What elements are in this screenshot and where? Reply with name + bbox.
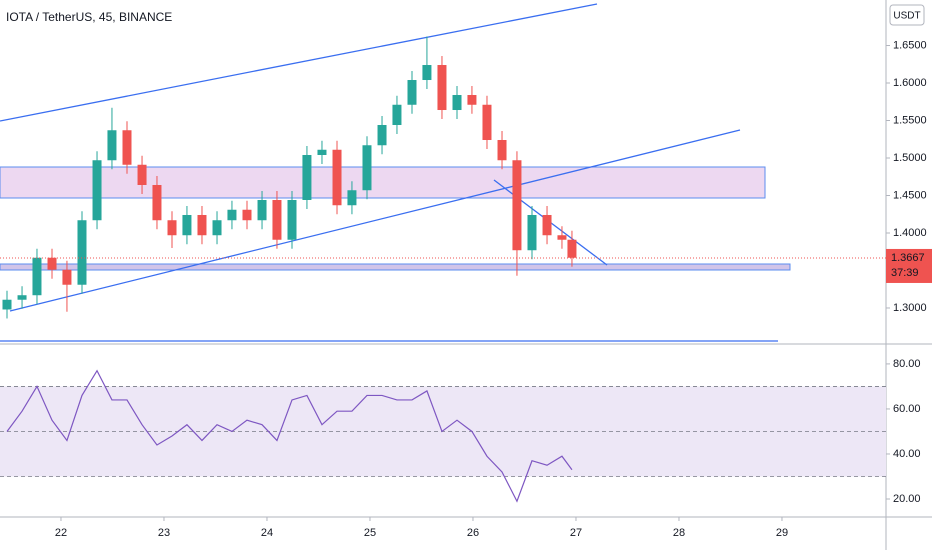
candle-body (392, 104, 402, 126)
rsi-tick-label: 20.00 (893, 493, 921, 505)
x-tick-label: 27 (570, 527, 582, 539)
rsi-tick-label: 80.00 (893, 358, 921, 370)
x-tick-label: 25 (364, 527, 376, 539)
candle-body (377, 125, 387, 146)
x-tick-label: 29 (776, 527, 788, 539)
x-tick-label: 24 (261, 527, 273, 539)
candle-body (212, 220, 222, 236)
y-tick-label: 1.3000 (893, 302, 927, 314)
y-tick-label: 1.4500 (893, 189, 927, 201)
candle-body (257, 199, 267, 221)
last-price-label: 1.3667 (891, 252, 925, 264)
candle-body (452, 95, 462, 111)
candle-body (137, 164, 147, 185)
candle-body (122, 130, 132, 165)
candle-body (77, 220, 87, 285)
candle-body (182, 214, 192, 236)
candle-body (512, 160, 522, 251)
trendline (9, 129, 741, 312)
candle-body (287, 199, 297, 240)
chart-title: IOTA / TetherUS, 45, BINANCE (6, 10, 172, 24)
rsi-tick-label: 40.00 (893, 448, 921, 460)
candle-body (527, 214, 537, 251)
candle-body (167, 220, 177, 236)
drawings (0, 3, 791, 342)
candle-body (272, 199, 282, 240)
candle-body (497, 140, 507, 161)
last-price-box (886, 248, 932, 283)
y-tick-label: 1.5000 (893, 152, 927, 164)
trendline (0, 3, 598, 122)
candle-body (332, 149, 342, 206)
countdown: 37:39 (891, 267, 919, 279)
candle-body (347, 190, 357, 206)
y-tick-label: 1.4000 (893, 227, 927, 239)
x-tick-label: 26 (467, 527, 479, 539)
candle-body (422, 65, 432, 81)
candle-body (152, 184, 162, 221)
candle-body (302, 155, 312, 200)
rsi-line (6, 369, 573, 503)
candle-body (47, 257, 57, 270)
x-tick-label: 28 (673, 527, 685, 539)
y-tick-label: 1.6500 (893, 39, 927, 51)
candle-body (227, 209, 237, 221)
currency-box[interactable] (889, 4, 925, 26)
candle-body (317, 149, 327, 156)
candle-body (107, 130, 117, 161)
candle-body (362, 145, 372, 191)
candle-body (17, 295, 27, 300)
candle-body (32, 257, 42, 296)
currency: USDT (893, 11, 920, 22)
support-zone (0, 263, 791, 271)
candle-body (407, 80, 417, 105)
candle-body (482, 104, 492, 141)
candle-body (467, 95, 477, 105)
candle-body (557, 235, 567, 240)
candle-body (437, 65, 447, 111)
x-tick-label: 23 (158, 527, 170, 539)
y-tick-label: 1.5500 (893, 114, 927, 126)
x-tick-label: 22 (55, 527, 67, 539)
y-tick-label: 1.6000 (893, 77, 927, 89)
candle-body (2, 299, 12, 310)
candle-body (242, 209, 252, 221)
rsi-tick-label: 60.00 (893, 403, 921, 415)
candle-body (542, 214, 552, 236)
candle-body (567, 239, 577, 258)
zone (0, 166, 766, 199)
candle-body (92, 160, 102, 221)
candle-body (62, 269, 72, 285)
candle-body (197, 214, 207, 236)
